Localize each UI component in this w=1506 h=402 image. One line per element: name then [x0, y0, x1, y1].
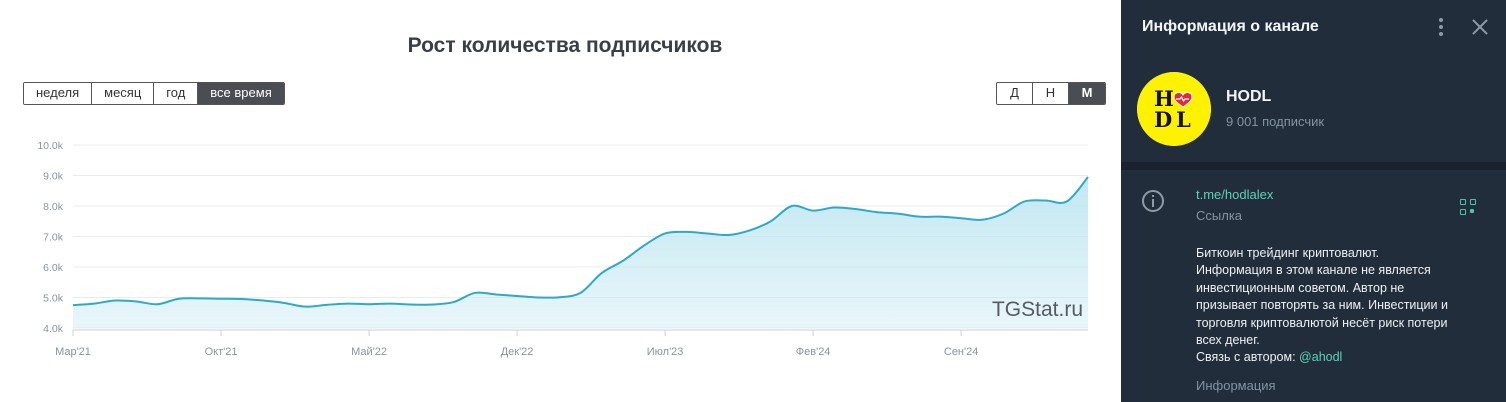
range-year-button[interactable]: год: [154, 83, 199, 104]
more-vertical-icon[interactable]: [1433, 17, 1449, 37]
series-line: [72, 176, 1089, 308]
avatar-letter-d: D: [1154, 107, 1172, 132]
subscriber-count: 9 001 подписчик: [1226, 114, 1325, 129]
period-day-button[interactable]: Д: [997, 83, 1033, 104]
description-line: торговля криптовалютой несёт риск потери: [1196, 315, 1448, 330]
description-line: призывает повторять за ним. Инвестиции и: [1196, 298, 1448, 313]
channel-info-panel: Информация о канале H D L HODL 9 001 под…: [1121, 0, 1506, 402]
avatar: H D L: [1137, 72, 1211, 146]
info-icon: [1142, 190, 1164, 212]
link-label: Ссылка: [1196, 208, 1243, 223]
panel-header: Информация о канале: [1121, 0, 1506, 56]
y-tick-label: 5.0k: [43, 293, 64, 305]
range-week-button[interactable]: неделя: [24, 83, 93, 104]
chart-title: Рост количества подписчиков: [407, 34, 723, 57]
panel-title: Информация о канале: [1142, 18, 1319, 35]
contact-prefix: Связь с автором:: [1196, 350, 1300, 365]
y-tick-label: 8.0k: [43, 201, 64, 213]
chart-section: Рост количества подписчиков неделя месяц…: [23, 34, 1106, 358]
x-tick-label: Окт'21: [205, 346, 238, 358]
contact-line: Связь с автором: @ahodl: [1196, 349, 1486, 366]
x-tick-label: Июл'23: [647, 346, 684, 358]
qr-code-icon[interactable]: [1460, 199, 1476, 215]
x-tick-label: Дек'22: [501, 346, 534, 358]
x-tick-label: Фев'24: [796, 346, 831, 358]
close-icon[interactable]: [1471, 18, 1489, 36]
y-tick-label: 4.0k: [43, 323, 64, 335]
channel-name: HODL: [1226, 88, 1272, 105]
watermark-text: TGStat.ru: [992, 298, 1083, 321]
description-line: Биткоин трейдинг криптовалют.: [1196, 246, 1380, 260]
description-line: Информация в этом канале не является: [1196, 263, 1431, 278]
x-tick-label: Сен'24: [944, 346, 978, 358]
period-week-button[interactable]: Н: [1033, 83, 1069, 104]
period-month-button[interactable]: М: [1069, 83, 1105, 104]
period-selector: Д Н М: [996, 82, 1106, 105]
channel-description: Биткоин трейдинг криптовалют. Информация…: [1196, 245, 1486, 367]
x-tick-label: Май'22: [351, 346, 387, 358]
description-line: всех денег.: [1196, 333, 1260, 348]
avatar-letter-l: L: [1176, 107, 1191, 132]
description-label: Информация: [1196, 378, 1276, 393]
series-area: [73, 177, 1088, 328]
time-range-selector: неделя месяц год все время: [23, 82, 285, 105]
description-line: инвестиционным советом. Автор не: [1196, 280, 1405, 295]
y-tick-label: 10.0k: [37, 140, 63, 152]
channel-link[interactable]: t.me/hodlalex: [1196, 187, 1274, 202]
y-tick-label: 7.0k: [43, 232, 64, 244]
y-tick-label: 6.0k: [43, 262, 64, 274]
range-all-time-button[interactable]: все время: [198, 83, 284, 104]
x-tick-label: Мар'21: [55, 346, 91, 358]
author-mention-link[interactable]: @ahodl: [1299, 350, 1343, 365]
subscriber-growth-chart: 4.0k 5.0k 6.0k 7.0k 8.0k 9.0k 10.0k Мар'21 Окт'2…: [37, 140, 1089, 358]
y-tick-label: 9.0k: [43, 171, 64, 183]
hodl-logo-icon: H D L: [1137, 72, 1211, 146]
range-month-button[interactable]: месяц: [92, 83, 155, 104]
section-divider: [1121, 162, 1506, 170]
avatar-letter-h: H: [1154, 86, 1174, 111]
